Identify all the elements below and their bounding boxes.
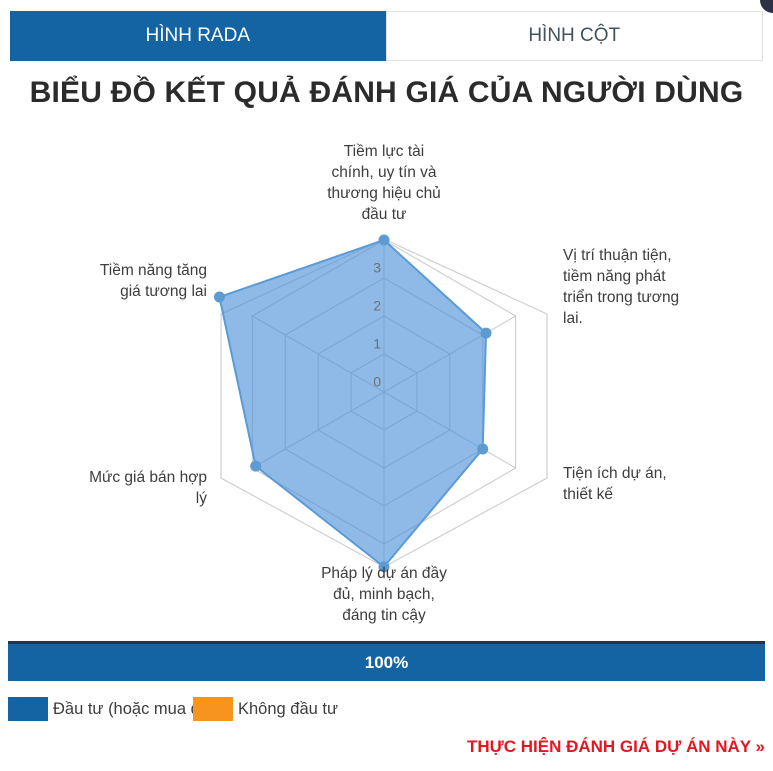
radar-tick-label: 2 [373,298,381,314]
legend: Đầu tư (hoặc mua để ở) Không đầu tư [8,697,765,721]
legend-swatch-invest [8,697,48,721]
axis-label-1: Vị trí thuận tiện, tiềm năng phát triển tr… [563,247,680,327]
radar-data-dot [480,327,492,339]
axis-label-3: Pháp lý dự án đầy đủ, minh bạch, đáng tin … [321,565,447,624]
tab-radar-chart[interactable]: HÌNH RADA [10,11,386,61]
axis-label-2: Tiện ích dự án, thiết kế [563,465,667,503]
legend-item-invest: Đầu tư (hoặc mua để ở) [8,697,230,721]
progress-label: 100% [364,652,409,672]
axis-label-4: Mức giá bán hợp lý [89,469,207,507]
legend-swatch-no-invest [193,697,233,721]
page-title: BIỂU ĐỒ KẾT QUẢ ĐÁNH GIÁ CỦA NGƯỜI DÙNG [29,76,744,109]
radar-tick-label: 1 [373,336,381,352]
tab-column-chart[interactable]: HÌNH CỘT [385,11,763,61]
tab-bar: HÌNH RADA HÌNH CỘT [10,11,763,61]
radar-tick-label: 3 [373,260,381,276]
evaluate-project-link[interactable]: THỰC HIỆN ĐÁNH GIÁ DỰ ÁN NÀY » [466,737,765,756]
radar-data-dot [378,234,390,246]
radar-data-dot [250,460,262,472]
radar-data-dot [213,291,225,303]
axis-label-5: Tiềm năng tăng giá tương lai [99,262,207,300]
progress-bar: 100% [8,641,765,681]
radar-data-dot [378,561,390,573]
axis-label-0: Tiềm lực tài chính, uy tín và thương hiệu … [327,143,441,223]
legend-item-no-invest: Không đầu tư [193,697,338,721]
legend-label-no-invest: Không đầu tư [238,699,339,718]
radar-tick-label: 0 [373,374,381,390]
radar-data-dot [477,443,489,455]
radar-data-polygon [218,238,488,569]
legend-label-invest: Đầu tư (hoặc mua để ở) [53,699,230,718]
